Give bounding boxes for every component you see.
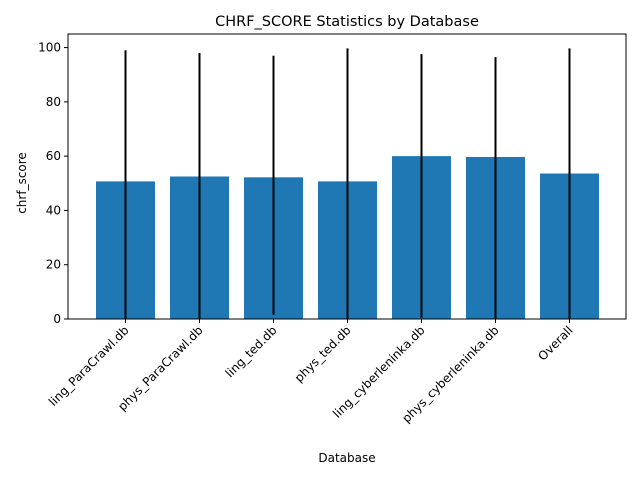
plot-area: 0 20 40 60 80 100 ling_ParaCrawl.dbphys_ParaCr… [38,33,627,425]
y-tick-label-1: 0 [53,312,61,326]
y-tick-label-2: 20 [46,258,61,272]
chart-title: CHRF_SCORE Statistics by Database [215,14,479,30]
x-axis-label: Database [318,451,375,465]
y-tick-label-4: 60 [46,149,61,163]
y-tick-label-5: 80 [46,95,61,109]
x-tick-label-2: phys_ParaCrawl.db [115,323,205,413]
x-tick-label-3: ling_ted.db [223,323,280,380]
x-tick-label-7: Overall [535,323,575,363]
y-tick-label-6: 100 [38,41,61,55]
y-axis-label: chrf_score [15,152,29,214]
x-tick-label-4: phys_ted.db [292,323,354,385]
y-tick-label-3: 40 [46,203,61,217]
x-tick-label-1: ling_ParaCrawl.db [46,323,132,409]
